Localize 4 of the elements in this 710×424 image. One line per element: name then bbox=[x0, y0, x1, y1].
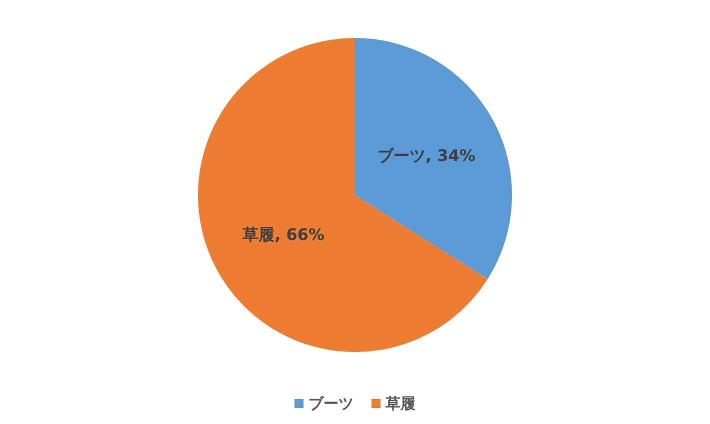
legend-label: ブーツ bbox=[308, 394, 354, 412]
legend-label: 草履 bbox=[384, 394, 416, 412]
data-label: ブーツ, 34% bbox=[377, 146, 476, 166]
data-label: 草履, 66% bbox=[242, 224, 325, 244]
